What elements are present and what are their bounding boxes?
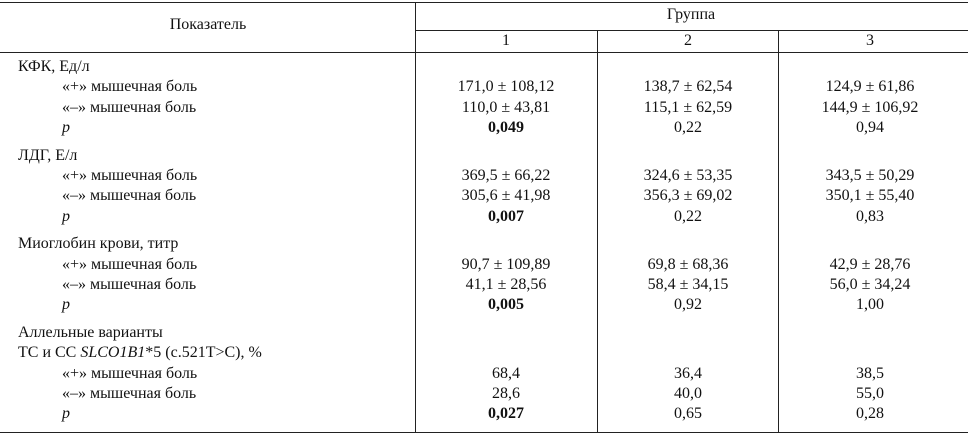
cell: 0,027 xyxy=(488,405,524,423)
section-title: ЛДГ, Е/л xyxy=(18,146,77,166)
cell: 28,6 xyxy=(492,385,520,402)
cell: 305,6 ± 41,98 xyxy=(461,187,551,205)
cell: 369,5 ± 66,22 xyxy=(461,167,551,184)
row-label: «–» мышечная боль xyxy=(62,276,197,293)
row-label: p xyxy=(62,405,70,423)
rule xyxy=(778,30,779,432)
cell: 0,22 xyxy=(674,119,702,137)
rule xyxy=(0,432,968,433)
cell: 56,0 ± 34,24 xyxy=(829,276,911,293)
row-label: «–» мышечная боль xyxy=(62,98,197,116)
rule xyxy=(0,52,968,53)
cell: 0,007 xyxy=(488,207,524,225)
column-header: Группа xyxy=(666,6,716,23)
cell: 356,3 ± 69,02 xyxy=(643,187,733,205)
cell: 0,65 xyxy=(674,405,702,423)
title-part: Аллельные варианты xyxy=(18,323,163,341)
cell: 324,6 ± 53,35 xyxy=(643,167,733,184)
row-label: «+» мышечная боль xyxy=(62,167,198,184)
row-label: p xyxy=(62,207,70,225)
row-label: «+» мышечная боль xyxy=(62,364,198,382)
cell: 40,0 xyxy=(674,385,702,402)
cell: 0,28 xyxy=(856,405,884,423)
rule xyxy=(0,2,968,3)
cell: 58,4 ± 34,15 xyxy=(647,276,729,293)
group-number: 2 xyxy=(684,32,692,49)
cell: 343,5 ± 50,29 xyxy=(825,167,915,184)
cell: 0,83 xyxy=(856,207,884,225)
cell: 41,1 ± 28,56 xyxy=(465,276,547,293)
cell: 38,5 xyxy=(856,364,884,382)
cell: 124,9 ± 61,86 xyxy=(825,78,915,96)
row-label: p xyxy=(62,296,70,314)
cell: 90,7 ± 109,89 xyxy=(461,255,551,273)
rule xyxy=(597,30,598,432)
row-label: «–» мышечная боль xyxy=(62,187,197,205)
cell: 0,005 xyxy=(488,296,524,314)
group-number: 1 xyxy=(502,32,510,49)
column-header: Показатель xyxy=(169,16,247,33)
cell: 115,1 ± 62,59 xyxy=(643,98,733,116)
group-number: 3 xyxy=(866,32,874,49)
cell: 55,0 xyxy=(856,385,884,402)
row-label: «+» мышечная боль xyxy=(62,78,198,96)
cell: 0,94 xyxy=(856,119,884,137)
row-label: «–» мышечная боль xyxy=(62,385,197,402)
rule xyxy=(415,30,968,31)
cell: 0,22 xyxy=(674,207,702,225)
title-part: *5 (с.521Т>С), % xyxy=(145,344,262,362)
cell: 69,8 ± 68,36 xyxy=(647,255,729,273)
cell: 138,7 ± 62,54 xyxy=(643,78,733,96)
title-part: SLCO1B1 xyxy=(80,344,146,362)
cell: 110,0 ± 43,81 xyxy=(461,98,551,116)
cell: 68,4 xyxy=(492,364,520,382)
title-part: Миоглобин крови, титр xyxy=(18,235,179,253)
title-part: ЛДГ, Е/л xyxy=(18,146,78,164)
row-label: «+» мышечная боль xyxy=(62,255,198,273)
rule xyxy=(415,2,416,432)
row-label: p xyxy=(62,119,70,137)
section-title: ТС и СС SLCO1B1*5 (с.521Т>С), % xyxy=(18,343,262,363)
cell: 36,4 xyxy=(674,364,702,382)
cell: 1,00 xyxy=(856,296,884,314)
cell: 171,0 ± 108,12 xyxy=(457,78,555,96)
title-part: КФК, Ед/л xyxy=(18,58,90,75)
section-title: Миоглобин крови, титр xyxy=(18,234,178,254)
section-title: Аллельные варианты xyxy=(18,323,163,343)
cell: 144,9 ± 106,92 xyxy=(821,98,919,116)
cell: 0,049 xyxy=(488,119,524,137)
cell: 0,92 xyxy=(674,296,702,314)
section-title: КФК, Ед/л xyxy=(18,57,90,77)
cell: 42,9 ± 28,76 xyxy=(829,255,911,273)
cell: 350,1 ± 55,40 xyxy=(825,187,915,205)
title-part: ТС и СС xyxy=(18,344,81,362)
